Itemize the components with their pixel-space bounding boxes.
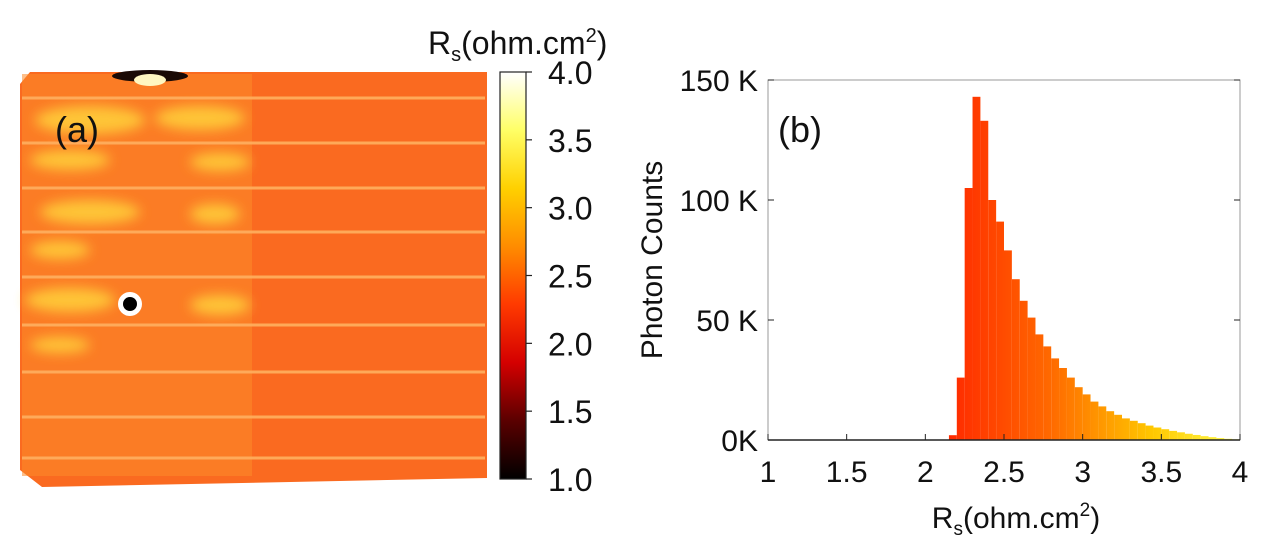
histogram-bar bbox=[972, 96, 981, 441]
colorbar-tick-label: 1.5 bbox=[548, 394, 592, 430]
x-axis-label: Rs(ohm.cm2) bbox=[932, 500, 1100, 540]
histogram-bar bbox=[1090, 401, 1099, 440]
histogram-bar bbox=[1106, 411, 1115, 440]
map-grid-lines bbox=[22, 96, 485, 460]
histogram-bar bbox=[948, 435, 957, 440]
histogram-bars bbox=[948, 96, 1240, 441]
x-tick-label: 2 bbox=[917, 456, 934, 489]
colorbar-tick-label: 2.0 bbox=[548, 326, 592, 362]
histogram-bar bbox=[1035, 334, 1044, 440]
map-hotspots bbox=[25, 106, 250, 353]
histogram-bar bbox=[1059, 368, 1067, 440]
colorbar-title: Rs(ohm.cm2) bbox=[428, 25, 607, 66]
x-tick-label: 1 bbox=[760, 456, 777, 489]
y-tick-label: 0K bbox=[721, 425, 758, 458]
histogram-bar bbox=[980, 120, 989, 441]
colorbar-tick-label: 4.0 bbox=[548, 55, 592, 91]
histogram-bar bbox=[1066, 377, 1075, 440]
histogram-bar bbox=[1169, 430, 1178, 440]
map-left-region bbox=[22, 74, 252, 476]
histogram-bar bbox=[1161, 429, 1170, 440]
histogram-bar bbox=[1004, 250, 1012, 440]
x-tick-label: 4 bbox=[1232, 456, 1249, 489]
histogram-bar bbox=[1011, 279, 1020, 440]
histogram-bar bbox=[1122, 418, 1130, 440]
y-tick-label: 50 K bbox=[696, 305, 758, 338]
histogram-bar bbox=[1216, 438, 1225, 440]
histogram-bar bbox=[1027, 317, 1036, 440]
colorbar-tick-label: 2.5 bbox=[548, 259, 592, 295]
histogram-bar bbox=[1074, 387, 1083, 440]
histogram-bar bbox=[1137, 423, 1146, 440]
histogram-bar bbox=[1184, 433, 1193, 440]
colorbar-tick-label: 1.0 bbox=[548, 462, 592, 498]
map-defect-top bbox=[112, 70, 188, 86]
histogram-bar bbox=[1098, 406, 1107, 440]
panel-a-label: (a) bbox=[55, 109, 99, 150]
histogram-bar bbox=[956, 377, 965, 440]
y-tick-label: 100 K bbox=[680, 185, 758, 218]
histogram-bar bbox=[1192, 434, 1201, 440]
panel-b: 1 1.5 2 2.5 3 3.5 4 0K 50 K 100 K 150 K (b) Photo… bbox=[636, 65, 1248, 540]
x-tick-label: 1.5 bbox=[826, 456, 868, 489]
colorbar: 4.0 3.5 3.0 2.5 2.0 1.5 1.0 Rs(ohm.cm2) bbox=[428, 25, 607, 498]
y-axis: 0K 50 K 100 K 150 K bbox=[680, 65, 1240, 458]
panel-a: (a) bbox=[20, 70, 487, 487]
colorbar-strip bbox=[499, 71, 527, 480]
histogram-bar bbox=[1145, 425, 1154, 440]
histogram-bar bbox=[1200, 436, 1209, 440]
x-tick-label: 3 bbox=[1074, 456, 1091, 489]
histogram-bar bbox=[1208, 437, 1217, 440]
histogram-bar bbox=[1051, 358, 1060, 440]
histogram-bar bbox=[1153, 427, 1162, 440]
colorbar-tick-label: 3.5 bbox=[548, 123, 592, 159]
y-tick-label: 150 K bbox=[680, 65, 758, 98]
histogram-bar bbox=[1177, 432, 1185, 440]
histogram-bar bbox=[964, 188, 973, 440]
map-defect-spot bbox=[118, 292, 142, 316]
x-tick-label: 2.5 bbox=[983, 456, 1025, 489]
histogram-bar bbox=[996, 221, 1004, 440]
histogram-bar bbox=[988, 200, 997, 440]
colorbar-ticks: 4.0 3.5 3.0 2.5 2.0 1.5 1.0 bbox=[526, 55, 592, 498]
panel-b-label: (b) bbox=[778, 109, 822, 150]
histogram-bar bbox=[1043, 346, 1052, 440]
histogram-bar bbox=[1082, 394, 1091, 440]
histogram-bar bbox=[1019, 300, 1028, 440]
x-axis: 1 1.5 2 2.5 3 3.5 4 bbox=[760, 434, 1249, 489]
colorbar-tick-label: 3.0 bbox=[548, 191, 592, 227]
y-axis-label: Photon Counts bbox=[636, 161, 669, 359]
histogram-bar bbox=[1129, 420, 1138, 440]
histogram-bar bbox=[1114, 414, 1122, 440]
x-tick-label: 3.5 bbox=[1140, 456, 1182, 489]
